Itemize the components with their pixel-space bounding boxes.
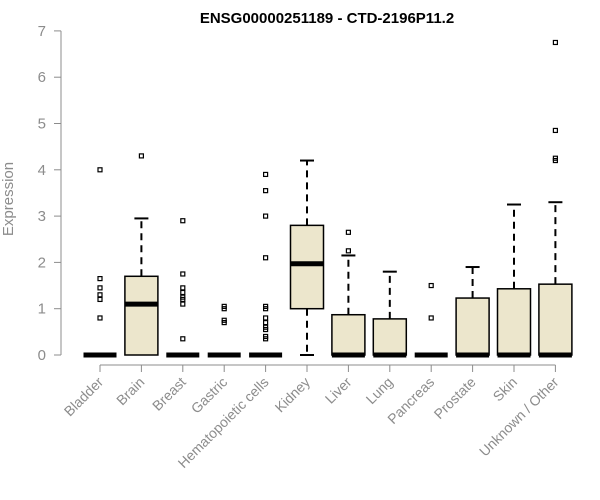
y-tick-label: 7 xyxy=(38,23,46,40)
chart-title: ENSG00000251189 - CTD-2196P11.2 xyxy=(200,10,454,27)
outlier-point xyxy=(180,301,186,307)
iqr-box xyxy=(538,283,573,356)
box-group xyxy=(166,218,200,358)
y-tick-label: 1 xyxy=(38,301,46,318)
boxes-group xyxy=(83,39,573,358)
outlier-point xyxy=(263,213,269,219)
box-group xyxy=(331,229,366,358)
box-group xyxy=(372,270,408,358)
iqr-box xyxy=(496,288,532,356)
outlier-point xyxy=(428,282,434,289)
y-tick-label: 0 xyxy=(38,347,46,364)
outlier-point xyxy=(263,171,269,178)
y-axis: 0 1 2 3 4 5 6 7 xyxy=(38,23,62,364)
x-tick-label: Skin xyxy=(490,374,521,405)
outlier-point xyxy=(97,292,103,298)
outlier-point xyxy=(428,315,434,321)
outlier-point xyxy=(221,306,227,312)
box-group xyxy=(207,303,241,358)
outlier-point xyxy=(97,285,103,291)
box-group xyxy=(538,39,573,358)
y-tick-label: 4 xyxy=(38,162,46,179)
outlier-point xyxy=(180,289,186,296)
outlier-point xyxy=(263,188,269,194)
iqr-box xyxy=(124,275,159,356)
outlier-point xyxy=(552,39,559,46)
outlier-point xyxy=(263,315,269,321)
outlier-point xyxy=(263,336,269,342)
y-tick-label: 5 xyxy=(38,116,46,133)
x-tick-label: Brain xyxy=(113,374,147,408)
outlier-point xyxy=(97,167,103,173)
x-tick-label: Liver xyxy=(322,374,355,407)
x-tick-label: Prostate xyxy=(431,374,479,422)
outlier-point xyxy=(221,319,227,326)
iqr-box xyxy=(331,313,366,356)
y-axis-label: Expression xyxy=(0,162,17,236)
iqr-box xyxy=(289,224,325,310)
outlier-point xyxy=(263,326,269,333)
x-tick-label: Lung xyxy=(363,374,396,407)
x-tick-label: Unknown / Other xyxy=(476,374,562,460)
y-tick-label: 3 xyxy=(38,208,46,225)
y-tick-label: 2 xyxy=(38,254,46,271)
outlier-point xyxy=(263,319,269,326)
box-group xyxy=(83,167,117,358)
outlier-point xyxy=(97,296,103,303)
box-group xyxy=(124,153,159,356)
outlier-point xyxy=(263,306,269,312)
box-group xyxy=(496,203,532,358)
y-tick-label: 6 xyxy=(38,69,46,86)
iqr-box xyxy=(372,318,408,356)
iqr-box xyxy=(455,297,490,356)
box-group xyxy=(289,159,325,356)
x-tick-label: Bladder xyxy=(61,374,107,420)
box-group xyxy=(455,266,490,358)
box-group xyxy=(249,171,283,358)
box-group xyxy=(414,282,448,358)
x-tick-label: Kidney xyxy=(272,374,314,416)
outlier-point xyxy=(345,248,351,254)
outlier-point xyxy=(552,127,559,134)
outlier-point xyxy=(180,296,186,303)
outlier-point xyxy=(138,153,144,159)
x-tick-label: Breast xyxy=(149,374,189,414)
outlier-point xyxy=(97,276,103,282)
outlier-point xyxy=(97,315,103,321)
outlier-point xyxy=(180,285,186,291)
outlier-point xyxy=(552,157,559,164)
outlier-point xyxy=(263,255,269,261)
outlier-point xyxy=(180,218,186,224)
outlier-point xyxy=(345,229,351,235)
outlier-point xyxy=(180,271,186,277)
outlier-point xyxy=(180,336,186,342)
